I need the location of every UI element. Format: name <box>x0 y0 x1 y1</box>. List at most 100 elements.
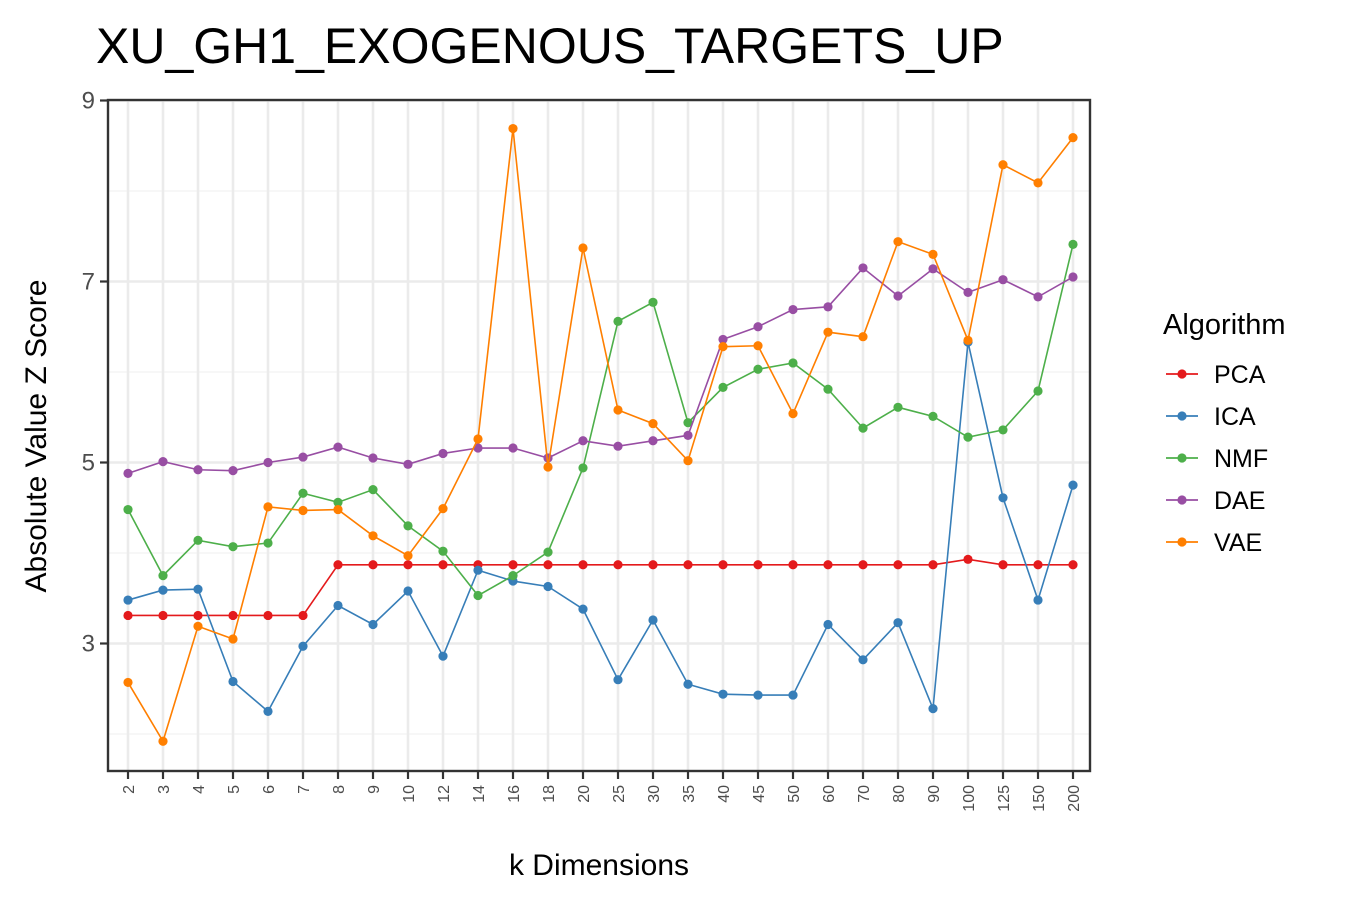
data-point-vae <box>193 621 203 631</box>
series-line-vae <box>127 128 1074 744</box>
data-point-pca <box>718 560 728 570</box>
data-point-pca <box>543 560 553 570</box>
data-point-pca <box>683 560 693 570</box>
data-point-nmf <box>718 382 728 392</box>
data-point-nmf <box>788 358 798 368</box>
data-point-dae <box>613 441 623 451</box>
data-point-pca <box>823 560 833 570</box>
x-tick-label: 6 <box>261 785 278 794</box>
legend-item-dae: DAE <box>1166 487 1265 515</box>
x-axis-title: k Dimensions <box>509 849 689 882</box>
data-point-pca <box>368 560 378 570</box>
series-vae <box>123 123 1078 746</box>
x-tick-label: 40 <box>716 785 733 803</box>
data-point-pca <box>578 560 588 570</box>
data-point-ica <box>613 675 623 685</box>
series-group <box>123 123 1078 746</box>
data-point-pca <box>508 560 518 570</box>
legend-label: NMF <box>1214 445 1268 473</box>
data-point-pca <box>158 610 168 621</box>
data-point-vae <box>648 418 658 429</box>
series-dae <box>123 263 1078 478</box>
data-point-nmf <box>613 316 623 326</box>
data-point-nmf <box>823 384 833 394</box>
y-axis-title: Absolute Value Z Score <box>20 280 53 593</box>
data-point-vae <box>613 405 623 415</box>
data-point-vae <box>1033 178 1043 188</box>
x-tick-label: 8 <box>331 785 348 794</box>
data-point-ica <box>193 584 203 594</box>
data-point-dae <box>158 456 168 467</box>
data-point-vae <box>438 504 448 514</box>
data-point-vae <box>718 342 728 352</box>
data-point-vae <box>928 249 938 259</box>
x-tick-label: 35 <box>681 785 698 803</box>
data-point-nmf <box>543 547 553 557</box>
data-point-nmf <box>333 497 343 507</box>
data-point-vae <box>683 456 693 466</box>
data-point-dae <box>298 452 308 462</box>
data-point-vae <box>228 634 238 644</box>
legend-key-point <box>1177 537 1187 547</box>
data-point-ica <box>1068 480 1078 490</box>
data-point-dae <box>718 334 728 345</box>
x-tick-label: 100 <box>961 785 978 812</box>
data-point-vae <box>298 505 308 516</box>
data-point-ica <box>263 706 273 716</box>
data-point-pca <box>963 554 973 564</box>
x-tick-label: 9 <box>366 785 383 794</box>
data-point-nmf <box>928 411 938 421</box>
x-tick-label: 80 <box>891 785 908 803</box>
data-point-nmf <box>298 488 308 498</box>
data-point-dae <box>368 453 378 463</box>
data-point-pca <box>998 560 1008 570</box>
data-point-dae <box>333 442 343 452</box>
data-point-dae <box>858 263 868 273</box>
data-point-pca <box>228 610 238 621</box>
data-point-pca <box>438 560 448 570</box>
y-axis: 3 5 7 9 <box>82 88 108 658</box>
data-point-pca <box>298 610 308 621</box>
data-point-vae <box>368 531 378 541</box>
data-point-ica <box>788 690 798 700</box>
data-point-vae <box>998 160 1008 170</box>
data-point-dae <box>403 459 413 469</box>
data-point-vae <box>963 335 973 345</box>
y-tick-label: 3 <box>82 631 95 658</box>
data-point-nmf <box>648 297 658 307</box>
data-point-ica <box>683 679 693 689</box>
data-point-dae <box>788 304 798 315</box>
series-line-pca <box>128 558 1073 617</box>
x-tick-label: 10 <box>401 785 418 803</box>
data-point-pca <box>1068 560 1078 570</box>
x-tick-label: 70 <box>856 785 873 803</box>
data-point-ica <box>438 651 448 661</box>
data-point-dae <box>228 466 238 476</box>
data-point-ica <box>403 586 413 596</box>
data-point-pca <box>333 560 343 570</box>
data-point-pca <box>648 560 658 570</box>
data-point-dae <box>438 448 448 459</box>
major-gridlines <box>108 99 1090 771</box>
data-point-dae <box>578 436 588 446</box>
legend-title: Algorithm <box>1163 309 1286 341</box>
data-point-ica <box>473 565 483 575</box>
data-point-ica <box>753 690 763 700</box>
x-tick-label: 45 <box>751 785 768 803</box>
data-point-dae <box>823 302 833 312</box>
series-ica <box>123 337 1078 716</box>
data-point-vae <box>823 327 833 337</box>
legend-label: PCA <box>1214 361 1266 389</box>
data-point-dae <box>263 457 273 468</box>
data-point-pca <box>753 560 763 570</box>
data-point-ica <box>648 615 658 625</box>
data-point-vae <box>263 502 273 512</box>
data-point-ica <box>123 595 133 605</box>
data-point-vae <box>578 243 588 253</box>
data-point-ica <box>333 600 343 611</box>
data-point-ica <box>158 585 168 595</box>
data-point-pca <box>893 560 903 570</box>
data-point-ica <box>893 618 903 628</box>
